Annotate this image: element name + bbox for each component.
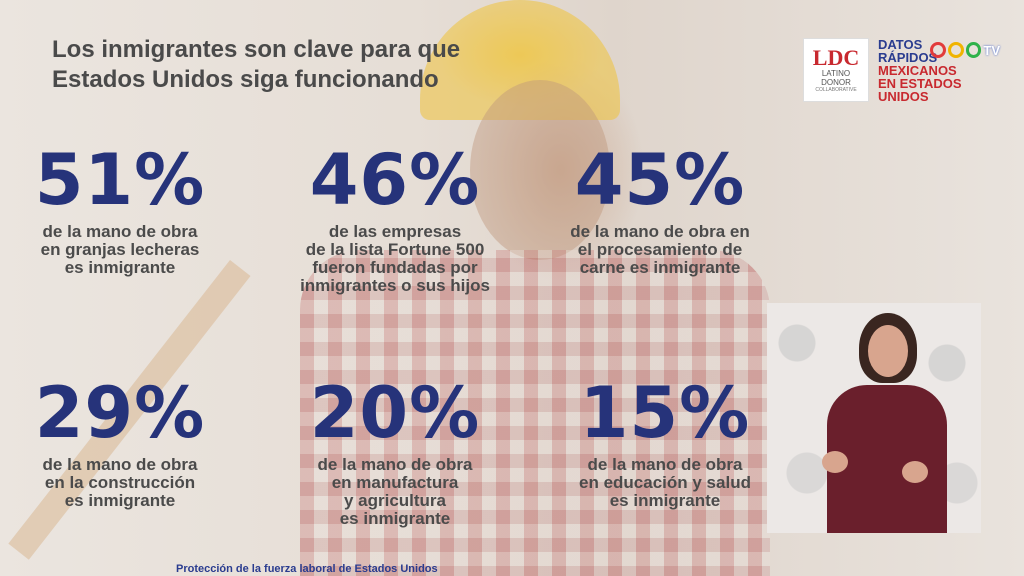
stat-card: 15% de la mano de obra en educación y sa… [560,378,770,510]
ldc-logo-mark: LDC [812,45,860,70]
datos-line: EN ESTADOS [878,76,962,91]
ldc-logo-line: LATINO [821,69,851,78]
sign-language-interpreter-video [767,303,981,533]
stat-description: de la mano de obra en granjas lecheras e… [40,222,200,277]
stat-percentage: 46% [309,139,481,221]
page-title: Los inmigrantes son clave para que Estad… [52,36,461,93]
channel-bug-label: TV [983,42,1001,58]
plaid-shirt-shape [300,250,770,576]
ldc-logo-line: COLLABORATIVE [815,87,857,93]
stat-description: de la mano de obra en manufactura y agri… [317,455,473,528]
datos-line: DATOS [878,37,923,52]
stat-percentage: 29% [34,372,206,454]
ring-icon [947,42,964,58]
stat-description: de la mano de obra en el procesamiento d… [570,222,750,277]
datos-line: MEXICANOS [878,63,957,78]
stat-card: 20% de la mano de obra en manufactura y … [295,378,495,528]
interpreter-hand [822,451,848,473]
stat-percentage: 15% [579,372,751,454]
datos-line: UNIDOS [878,89,929,104]
worker-face-shape [470,80,610,260]
ldc-logo: LDC LATINO DONOR COLLABORATIVE [803,38,869,102]
stat-card: 45% de la mano de obra en el procesamien… [555,145,765,277]
interpreter-head [868,325,908,377]
datos-line: RÁPIDOS [878,50,938,65]
ring-icon [930,42,946,58]
stat-description: de la mano de obra en educación y salud … [579,455,751,510]
datos-rapidos-logo: DATOS RÁPIDOS MEXICANOS EN ESTADOS UNIDO… [878,38,1008,103]
stat-card: 46% de las empresas de la lista Fortune … [280,145,510,295]
stat-description: de las empresas de la lista Fortune 500 … [300,222,490,295]
ring-icon [965,42,982,58]
stat-card: 51% de la mano de obra en granjas lecher… [30,145,210,277]
ldc-logo-line: DONOR [821,78,851,87]
stat-percentage: 45% [574,139,746,221]
stat-description: de la mano de obra en la construcción es… [42,455,198,510]
footer-caption: Protección de la fuerza laboral de Estad… [176,563,438,575]
channel-bug: TV [930,39,1000,61]
stat-card: 29% de la mano de obra en la construcció… [30,378,210,510]
stat-percentage: 51% [34,139,206,221]
interpreter-hand [902,461,928,483]
stat-percentage: 20% [309,372,481,454]
